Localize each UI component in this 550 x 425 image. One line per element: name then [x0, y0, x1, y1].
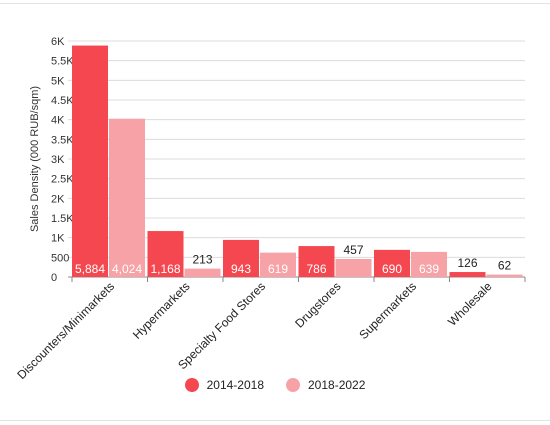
- bar-2[interactable]: [184, 268, 221, 277]
- y-tick-label: 3K: [51, 154, 65, 166]
- top-divider: [0, 3, 550, 4]
- data-label: 4,024: [112, 262, 142, 276]
- legend-swatch-series-1: [184, 378, 199, 392]
- data-label: 639: [419, 262, 439, 276]
- data-label: 1,168: [150, 262, 180, 276]
- bar-2[interactable]: [411, 251, 447, 277]
- bar-1[interactable]: [298, 246, 335, 277]
- data-label: 943: [231, 262, 251, 276]
- data-label: 786: [306, 262, 326, 276]
- data-label: 213: [192, 253, 212, 267]
- y-tick-label: 4K: [51, 115, 65, 127]
- y-tick-label: 1.5K: [51, 213, 74, 225]
- bar-1[interactable]: [147, 231, 184, 277]
- bar-2[interactable]: [486, 274, 523, 277]
- y-tick-label: 4.5K: [51, 95, 74, 107]
- x-tick-label: Specialty Food Stores: [175, 279, 268, 372]
- y-axis-title: Sales Density (000 RUB/sqm): [29, 86, 41, 232]
- chart-legend: 2014-2018 2018-2022: [0, 378, 550, 392]
- legend-item-series-1[interactable]: 2014-2018: [184, 378, 264, 392]
- bar-1[interactable]: [223, 239, 259, 277]
- y-tick-label: 2K: [51, 193, 65, 205]
- bar-2[interactable]: [335, 259, 372, 277]
- bar-1[interactable]: [374, 249, 410, 277]
- y-tick-label: 6K: [51, 36, 65, 48]
- legend-swatch-series-2: [286, 378, 300, 392]
- bar-2[interactable]: [109, 118, 145, 278]
- y-tick-label: 5.5K: [51, 56, 74, 68]
- y-tick-label: 0: [51, 272, 57, 284]
- legend-label-series-2: 2018-2022: [308, 378, 366, 392]
- data-label: 126: [457, 256, 477, 270]
- x-tick-label: Hypermarkets: [130, 279, 193, 342]
- y-tick-label: 5K: [51, 75, 65, 87]
- y-tick-label: 3.5K: [51, 134, 74, 146]
- x-tick-label: Drugstores: [292, 279, 343, 330]
- y-tick-label: 500: [51, 252, 69, 264]
- legend-item-series-2[interactable]: 2018-2022: [286, 378, 365, 392]
- bar-2[interactable]: [260, 252, 296, 277]
- data-label: 457: [343, 243, 363, 257]
- data-label: 619: [268, 262, 288, 276]
- bar-1[interactable]: [72, 45, 108, 277]
- y-tick-label: 1K: [51, 233, 65, 245]
- bottom-divider: [0, 420, 550, 421]
- y-tick-label: 2.5K: [51, 174, 74, 186]
- bar-1[interactable]: [449, 272, 486, 277]
- x-tick-label: Wholesale: [445, 279, 495, 329]
- data-label: 690: [382, 262, 402, 276]
- data-label: 5,884: [75, 262, 105, 276]
- legend-label-series-1: 2014-2018: [206, 378, 264, 392]
- x-tick-label: Supermarkets: [356, 279, 419, 342]
- data-label: 62: [498, 259, 512, 273]
- x-tick-label: Discounters/Minimarkets: [14, 279, 117, 382]
